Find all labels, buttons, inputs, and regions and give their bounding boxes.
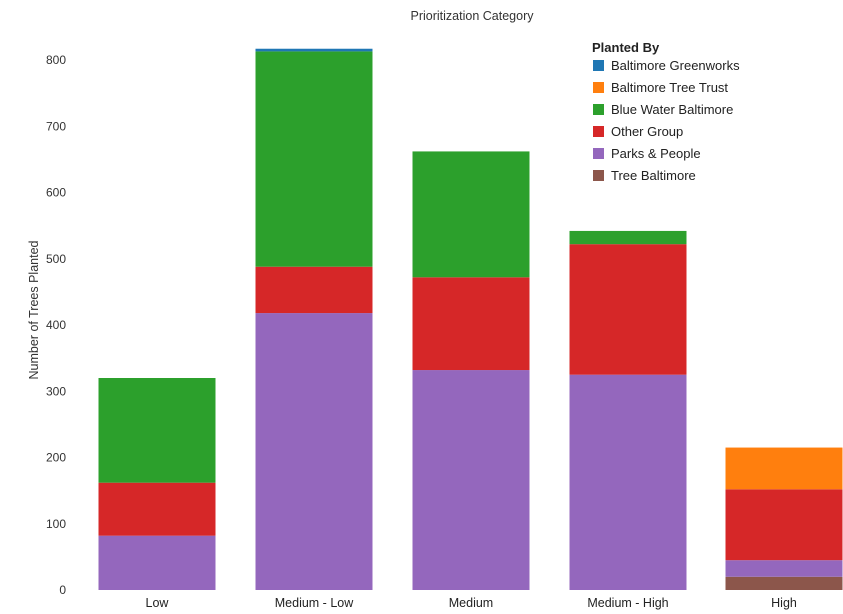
x-tick-label: Medium - Low [275, 596, 354, 610]
y-tick-label: 600 [46, 186, 66, 200]
legend-label: Other Group [611, 124, 683, 139]
legend-swatch [593, 82, 604, 93]
bar-segment-baltimore-tree-trust-high [725, 447, 843, 490]
bar-segment-parks-people-low [98, 535, 216, 590]
legend-label: Blue Water Baltimore [611, 102, 733, 117]
legend-swatch [593, 60, 604, 71]
y-axis-title: Number of Trees Planted [27, 240, 41, 379]
bar-segment-blue-water-baltimore-medium-low [255, 51, 373, 267]
legend-swatch [593, 148, 604, 159]
bar-segment-blue-water-baltimore-medium [412, 151, 530, 278]
bar-segment-other-group-medium [412, 277, 530, 371]
bar-segment-parks-people-medium [412, 370, 530, 590]
bar-segment-other-group-medium-high [569, 244, 687, 375]
legend-swatch [593, 170, 604, 181]
y-tick-label: 500 [46, 252, 66, 266]
legend-label: Parks & People [611, 146, 701, 161]
legend-label: Baltimore Greenworks [611, 58, 740, 73]
legend-title: Planted By [592, 40, 660, 55]
x-tick-label: Low [146, 596, 170, 610]
y-tick-label: 800 [46, 53, 66, 67]
legend: Planted By Baltimore Greenworks Baltimore… [592, 40, 740, 183]
bar-segment-other-group-medium-low [255, 266, 373, 314]
bar-segment-other-group-high [725, 489, 843, 561]
y-tick-label: 100 [46, 517, 66, 531]
y-tick-label: 700 [46, 119, 66, 133]
bar-segment-baltimore-greenworks-medium-low [255, 48, 373, 52]
y-tick-label: 400 [46, 318, 66, 332]
y-axis: 0 100 200 300 400 500 600 700 800 [46, 53, 66, 597]
legend-label: Tree Baltimore [611, 168, 696, 183]
bar-segment-blue-water-baltimore-medium-high [569, 230, 687, 245]
bar-segment-blue-water-baltimore-low [98, 378, 216, 483]
x-tick-label: Medium [449, 596, 493, 610]
chart-title: Prioritization Category [411, 9, 535, 23]
bar-segment-tree-baltimore-high [725, 576, 843, 590]
legend-label: Baltimore Tree Trust [611, 80, 728, 95]
bar-segment-parks-people-medium-high [569, 374, 687, 590]
bar-segment-parks-people-medium-low [255, 313, 373, 590]
y-tick-label: 300 [46, 384, 66, 398]
x-axis: Low Medium - Low Medium Medium - High High [146, 596, 797, 610]
legend-swatch [593, 104, 604, 115]
y-tick-label: 200 [46, 451, 66, 465]
bar-segment-other-group-low [98, 482, 216, 536]
bar-segment-parks-people-high [725, 560, 843, 577]
y-tick-label: 0 [59, 583, 66, 597]
legend-swatch [593, 126, 604, 137]
x-tick-label: High [771, 596, 797, 610]
bars-group [98, 48, 843, 590]
x-tick-label: Medium - High [587, 596, 668, 610]
